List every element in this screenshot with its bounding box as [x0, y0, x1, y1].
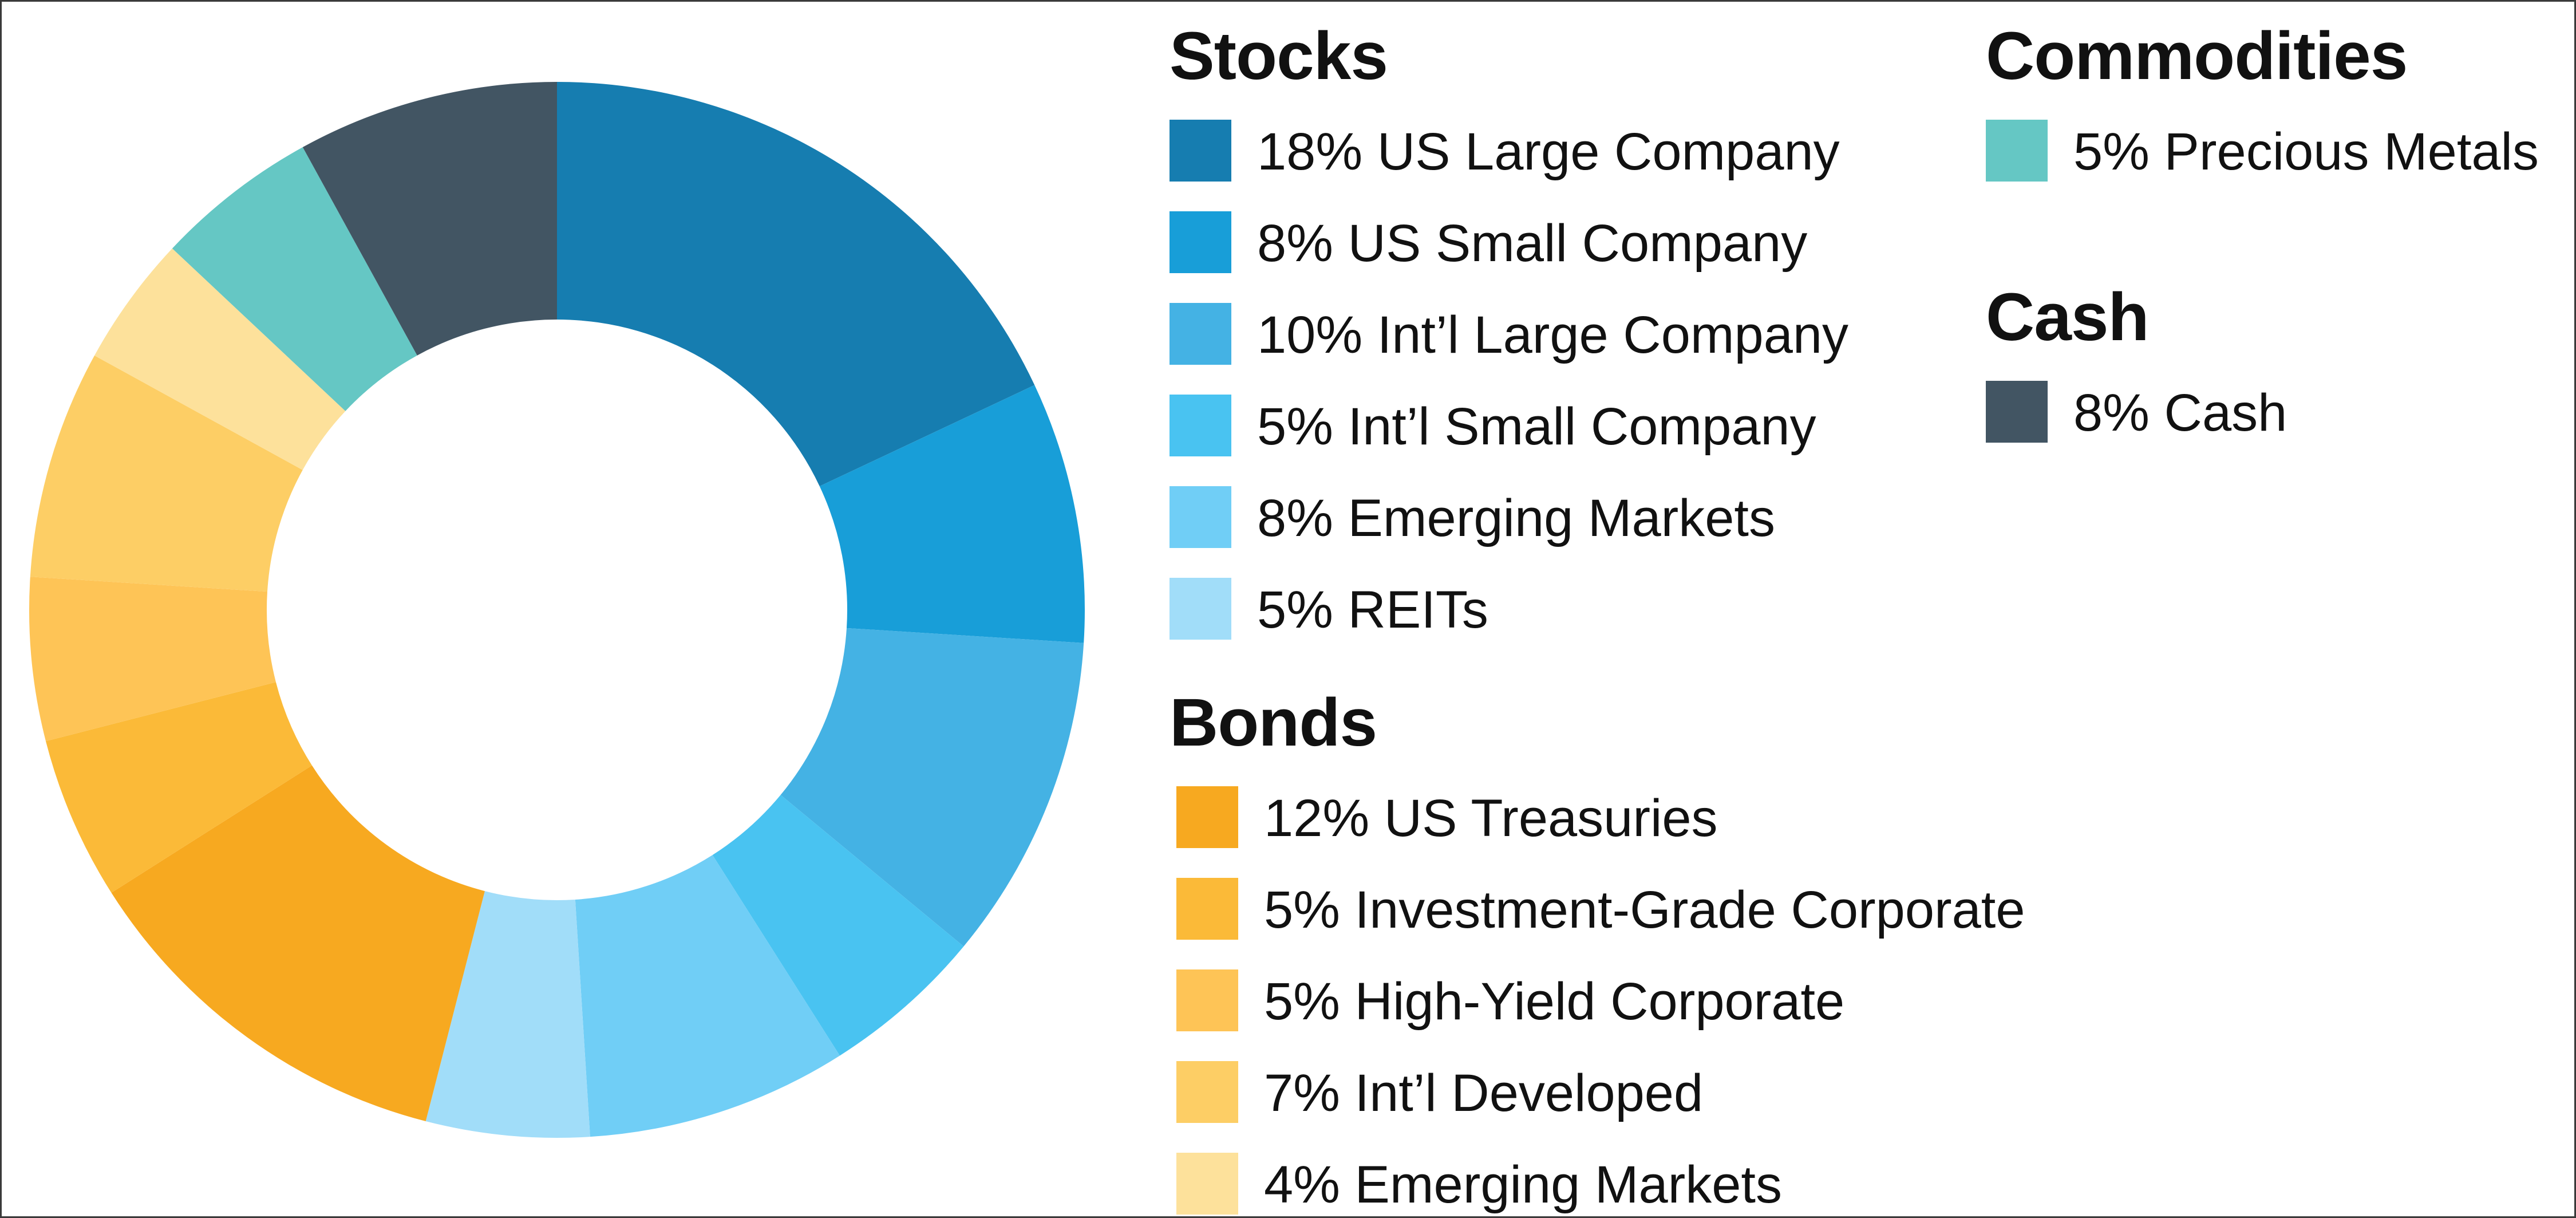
- donut-slice: [111, 765, 485, 1122]
- legend-label: 5% Int’l Small Company: [1257, 397, 1816, 456]
- legend-swatch: [1176, 1061, 1238, 1123]
- legend-item: 5% High-Yield Corporate: [1170, 969, 1844, 1031]
- legend-swatch: [1986, 120, 2048, 182]
- legend-group-stocks: Stocks 18% US Large Company 8% US Small …: [1170, 18, 1848, 640]
- legend-label: 7% Int’l Developed: [1264, 1064, 1704, 1122]
- donut-slice: [780, 628, 1084, 947]
- legend-title-stocks: Stocks: [1170, 18, 1388, 94]
- legend-item: 5% Investment-Grade Corporate: [1170, 878, 2025, 940]
- donut-slice: [94, 248, 346, 470]
- legend-swatch: [1176, 878, 1238, 940]
- legend-label: 8% US Small Company: [1257, 214, 1808, 273]
- legend-label: 5% Precious Metals: [2073, 123, 2539, 181]
- legend-group-bonds: Bonds 12% US Treasuries 5% Investment-Gr…: [1170, 685, 2025, 1215]
- legend-item: 4% Emerging Markets: [1170, 1153, 1782, 1215]
- legend-label: 8% Cash: [2073, 384, 2287, 442]
- donut-slice: [29, 577, 276, 742]
- legend-label: 5% REITs: [1257, 581, 1488, 639]
- legend-swatch: [1170, 211, 1231, 273]
- legend-item: 8% US Small Company: [1170, 211, 1807, 273]
- legend-item: 10% Int’l Large Company: [1170, 303, 1848, 365]
- legend-item: 8% Cash: [1986, 381, 2287, 443]
- donut-slice: [425, 891, 590, 1138]
- donut-slice: [30, 355, 303, 592]
- legend-label: 18% US Large Company: [1257, 123, 1840, 181]
- donut-slice: [302, 82, 557, 356]
- legend-title-bonds: Bonds: [1170, 685, 1377, 760]
- legend-group-cash: Cash 8% Cash: [1986, 279, 2287, 443]
- legend-swatch: [1176, 969, 1238, 1031]
- donut-slice: [712, 795, 964, 1056]
- legend-item: 18% US Large Company: [1170, 120, 1840, 182]
- legend-label: 8% Emerging Markets: [1257, 489, 1775, 547]
- legend-item: 8% Emerging Markets: [1170, 486, 1775, 548]
- legend-swatch: [1170, 120, 1231, 182]
- legend-label: 4% Emerging Markets: [1264, 1156, 1782, 1214]
- legend-title-cash: Cash: [1986, 279, 2150, 355]
- legend-item: 7% Int’l Developed: [1170, 1061, 1703, 1123]
- legend-title-commodities: Commodities: [1986, 18, 2408, 94]
- legend-swatch: [1170, 486, 1231, 548]
- donut-chart: [29, 82, 1085, 1138]
- donut-slice: [819, 385, 1085, 643]
- legend-label: 5% Investment-Grade Corporate: [1264, 881, 2025, 939]
- legend-swatch: [1170, 395, 1231, 456]
- legend-label: 12% US Treasuries: [1264, 789, 1718, 848]
- donut-slice: [172, 147, 417, 411]
- legend-swatch: [1170, 303, 1231, 365]
- legend-item: 12% US Treasuries: [1170, 786, 1718, 848]
- donut-slice: [45, 682, 312, 893]
- donut-slice: [575, 855, 840, 1137]
- legend-item: 5% Precious Metals: [1986, 120, 2539, 182]
- legend-group-commodities: Commodities 5% Precious Metals: [1986, 18, 2539, 182]
- legend-swatch: [1176, 786, 1238, 848]
- legend-label: 5% High-Yield Corporate: [1264, 972, 1845, 1031]
- legend-swatch: [1986, 381, 2048, 443]
- legend-label: 10% Int’l Large Company: [1257, 306, 1849, 364]
- legend-item: 5% Int’l Small Company: [1170, 395, 1816, 456]
- legend-item: 5% REITs: [1170, 578, 1488, 640]
- legend-swatch: [1170, 578, 1231, 640]
- legend-swatch: [1176, 1153, 1238, 1215]
- donut-slice: [557, 82, 1035, 487]
